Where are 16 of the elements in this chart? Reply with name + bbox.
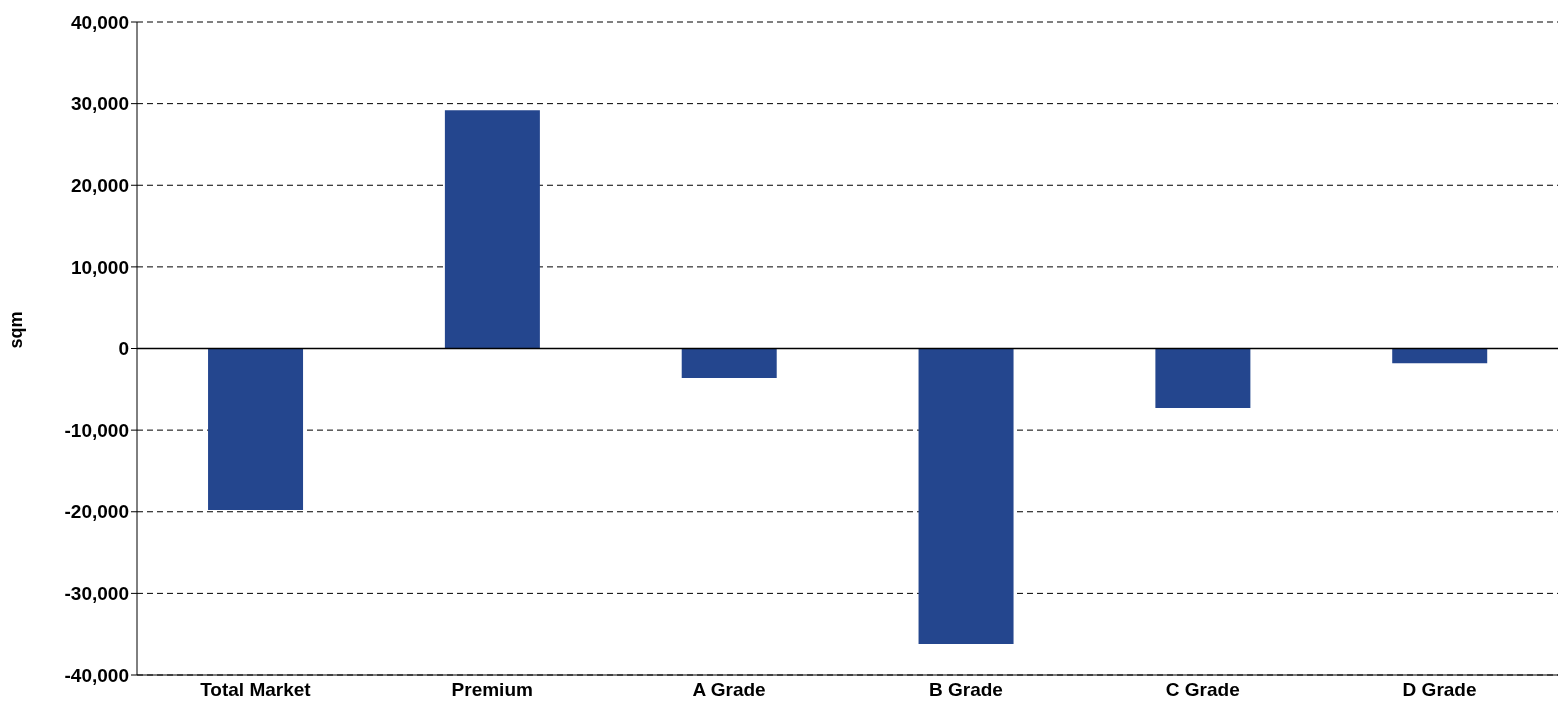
x-tick-label: Total Market [200, 679, 312, 701]
y-tick-label: 20,000 [70, 174, 129, 196]
y-tick-label: 10,000 [70, 256, 129, 278]
x-tick-label: Premium [451, 679, 533, 701]
y-tick-label: 40,000 [70, 11, 129, 33]
y-tick-label: -10,000 [64, 419, 129, 441]
y-tick-label: -20,000 [64, 501, 129, 523]
y-tick-label: 0 [118, 338, 129, 360]
y-tick-label: -30,000 [64, 583, 129, 605]
x-tick-label: D Grade [1402, 679, 1477, 701]
x-tick-label: C Grade [1165, 679, 1240, 701]
x-tick-label: B Grade [928, 679, 1003, 701]
y-tick-label: 30,000 [70, 93, 129, 115]
y-tick-label: -40,000 [64, 664, 129, 686]
y-axis-title: sqm [6, 311, 27, 349]
x-tick-label: A Grade [692, 679, 766, 701]
